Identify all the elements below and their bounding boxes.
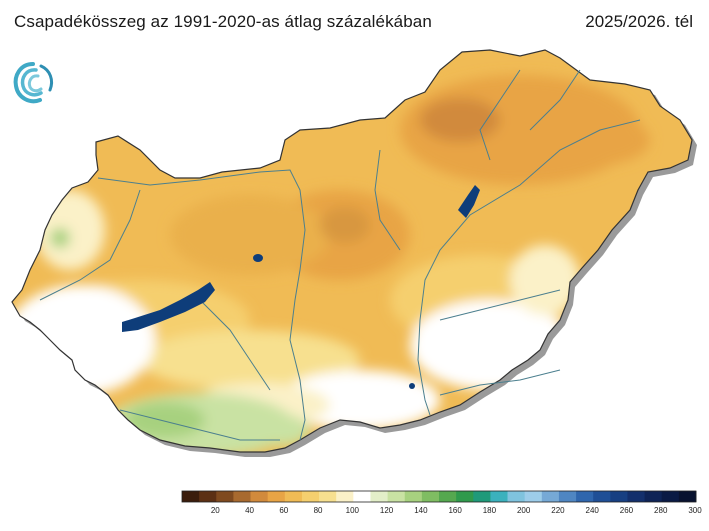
legend-swatch <box>473 491 491 502</box>
legend-swatch <box>199 491 217 502</box>
legend-tick-label: 60 <box>279 506 288 515</box>
legend-swatch <box>507 491 526 502</box>
legend-swatch <box>301 491 320 502</box>
legend-swatch <box>644 491 663 502</box>
legend-tick-label: 80 <box>314 506 323 515</box>
legend-swatch <box>370 491 388 502</box>
legend-swatch <box>541 491 560 502</box>
legend-swatch <box>439 491 457 502</box>
tisza-river <box>417 119 641 416</box>
small-lake <box>409 383 415 389</box>
raba-river <box>39 189 141 301</box>
legend-tick-label: 40 <box>245 506 254 515</box>
legend-tick-label: 260 <box>620 506 634 515</box>
weather-service-swirl-logo-icon <box>13 62 54 104</box>
legend-swatch <box>421 491 440 502</box>
legend-swatch <box>284 491 303 502</box>
country-border <box>11 49 693 453</box>
legend-tick-label: 180 <box>483 506 497 515</box>
legend-tick-label: 140 <box>414 506 428 515</box>
legend-swatch <box>576 491 594 502</box>
legend-swatch <box>524 491 543 502</box>
lake-velence <box>253 254 263 262</box>
sio-river <box>199 299 271 391</box>
legend-tick-label: 220 <box>551 506 565 515</box>
lake-balaton <box>122 282 215 332</box>
legend-swatch <box>182 491 200 502</box>
legend-tick-label: 120 <box>380 506 394 515</box>
sajo-river <box>479 69 521 161</box>
legend-tick-label: 280 <box>654 506 668 515</box>
legend-tick-label: 100 <box>346 506 360 515</box>
legend-swatch <box>558 491 577 502</box>
legend-tick-label: 300 <box>688 506 702 515</box>
legend-swatch <box>267 491 286 502</box>
legend-swatch <box>678 491 697 502</box>
legend-swatch <box>610 491 628 502</box>
map-title: Csapadékösszeg az 1991-2020-as átlag szá… <box>14 12 432 31</box>
legend-tick-label: 160 <box>448 506 462 515</box>
zagyva-river <box>374 149 401 251</box>
legend-frame <box>181 490 697 503</box>
legend-swatch <box>319 491 337 502</box>
legend-swatch <box>216 491 234 502</box>
legend-swatch <box>353 491 371 502</box>
legend-tick-label: 20 <box>211 506 220 515</box>
legend-swatch <box>490 491 508 502</box>
legend-swatch <box>627 491 645 502</box>
rivers <box>39 69 641 441</box>
legend-swatch <box>456 491 474 502</box>
legend-swatch <box>661 491 680 502</box>
drava-river <box>119 409 280 441</box>
legend-swatch <box>387 491 406 502</box>
legend-swatch <box>233 491 251 502</box>
legend-tick-label: 240 <box>586 506 600 515</box>
lake-tisza <box>458 185 480 218</box>
legend-swatch <box>404 491 423 502</box>
legend-swatch <box>593 491 611 502</box>
maros-river <box>439 369 561 396</box>
koros-river <box>439 289 561 321</box>
danube-river <box>97 169 306 441</box>
legend-swatch <box>336 491 354 502</box>
hernad-river <box>529 69 581 131</box>
season-label: 2025/2026. tél <box>585 12 693 31</box>
legend-swatch <box>250 491 269 502</box>
legend-tick-label: 200 <box>517 506 531 515</box>
